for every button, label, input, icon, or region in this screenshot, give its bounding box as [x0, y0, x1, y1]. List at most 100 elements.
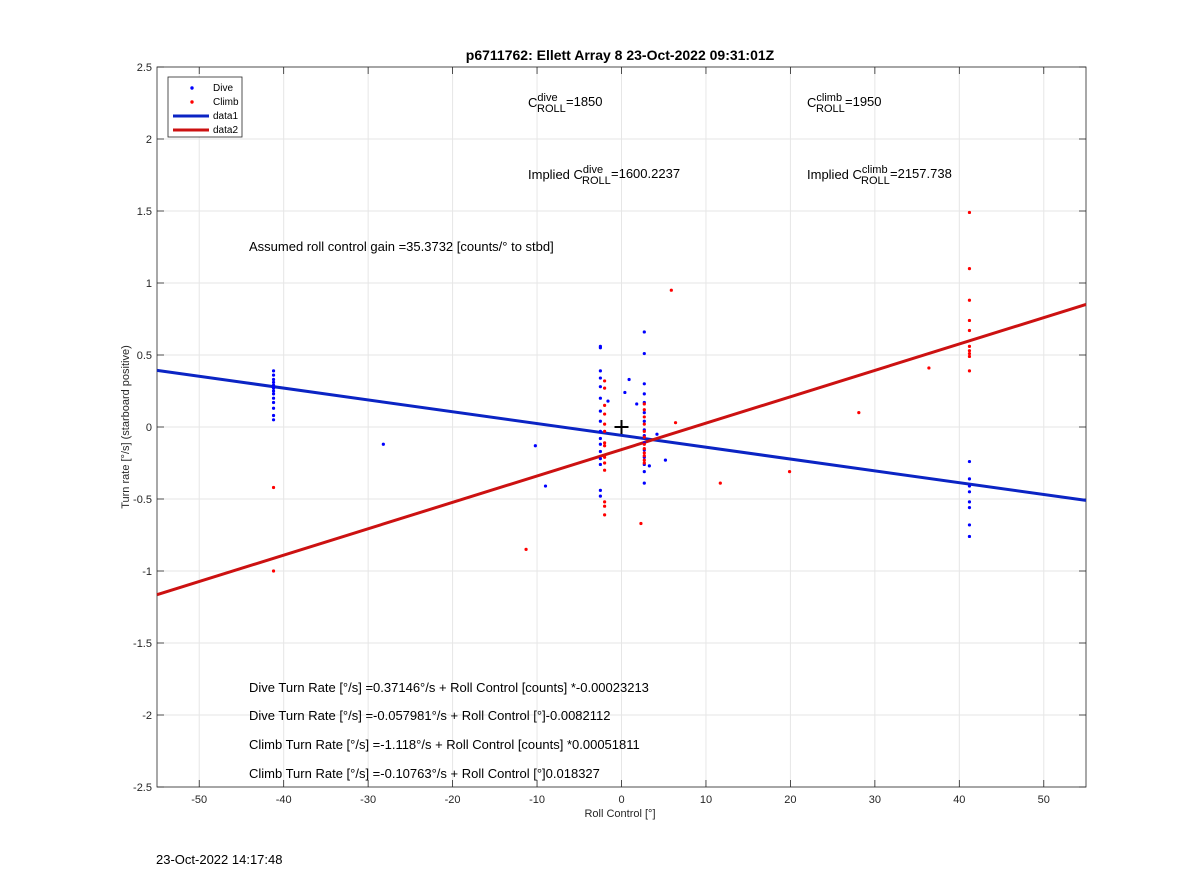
implied-dive-base: C — [574, 167, 583, 182]
dive-point — [598, 449, 602, 454]
dive-point — [271, 396, 276, 400]
y-tick-label: 2 — [146, 134, 152, 146]
climb-point — [603, 504, 607, 508]
dive-point — [967, 484, 972, 488]
dive-point — [271, 383, 276, 387]
climb-point — [857, 411, 861, 415]
dive-point — [642, 419, 646, 423]
y-tick-label: -0.5 — [133, 494, 152, 506]
climb-point — [603, 429, 607, 433]
climb-point — [603, 468, 607, 472]
c-climb-sup: climb — [816, 92, 842, 104]
climb-point — [603, 403, 607, 407]
x-tick-label: -50 — [191, 794, 207, 806]
implied-dive-prefix: Implied — [528, 167, 574, 182]
legend-data1-label: data1 — [213, 111, 238, 122]
implied-climb-sup: climb — [862, 164, 888, 176]
dive-point — [598, 419, 602, 423]
dive-point — [642, 481, 646, 485]
x-tick-label: -10 — [529, 794, 545, 806]
climb-point — [642, 408, 646, 412]
timestamp: 23-Oct-2022 14:17:48 — [156, 852, 282, 867]
c-dive-sup: dive — [537, 92, 557, 104]
implied-climb-base: C — [853, 167, 862, 182]
y-tick-label: -1.5 — [133, 638, 152, 650]
x-tick-label: -30 — [360, 794, 376, 806]
climb-point — [642, 458, 646, 462]
dive-point — [271, 418, 276, 422]
x-tick-label: 30 — [869, 794, 881, 806]
dive-point — [543, 484, 548, 488]
dive-point — [655, 432, 659, 436]
x-tick-label: 0 — [618, 794, 624, 806]
climb-point — [271, 569, 276, 573]
dive-point — [967, 500, 972, 504]
x-tick-label: 50 — [1038, 794, 1050, 806]
dive-point — [642, 470, 646, 474]
implied-dive-value: =1600.2237 — [611, 166, 680, 181]
dive-point — [642, 392, 646, 396]
y-tick-label: 1 — [146, 278, 152, 290]
c-climb-base: C — [807, 95, 816, 110]
climb-point — [603, 461, 607, 465]
climb-point — [603, 455, 607, 459]
c-dive-sub: ROLL — [537, 103, 566, 115]
climb-point — [642, 429, 646, 433]
climb-point — [967, 349, 972, 353]
climb-point — [967, 267, 972, 271]
climb-point — [967, 210, 972, 215]
dive-point — [967, 523, 972, 527]
y-tick-label: -2.5 — [133, 782, 152, 794]
y-tick-label: -2 — [142, 710, 152, 722]
y-tick-label: 2.5 — [137, 62, 152, 74]
dive-point — [271, 392, 276, 396]
y-tick-label: 0 — [146, 422, 152, 434]
climb-point — [787, 470, 792, 474]
x-axis-label: Roll Control [°] — [584, 808, 655, 820]
legend-climb-label: Climb — [213, 97, 239, 108]
dive-point — [598, 488, 602, 492]
c-climb-value: =1950 — [845, 94, 882, 109]
climb-point — [967, 369, 972, 373]
dive-point — [533, 444, 537, 448]
climb-point — [642, 402, 646, 406]
implied-dive-annotation: Implied Cdive ROLL =1600.2237 — [528, 164, 680, 187]
climb-point — [639, 521, 643, 526]
climb-point — [967, 354, 972, 359]
implied-climb-annotation: Implied Cclimb ROLL =2157.738 — [807, 164, 952, 187]
origin-marker — [614, 420, 629, 434]
axes-box — [156, 66, 1087, 788]
dive-point — [623, 390, 627, 395]
climb-point — [967, 328, 972, 333]
equation-dive-counts: Dive Turn Rate [°/s] =0.37146°/s + Roll … — [249, 680, 649, 695]
c-roll-dive-annotation: Cdive ROLL =1850 — [528, 92, 603, 115]
c-roll-climb-annotation: Cclimb ROLL =1950 — [807, 92, 882, 115]
chart-title: p6711762: Ellett Array 8 23-Oct-2022 09:… — [466, 47, 775, 63]
dive-point — [271, 406, 276, 410]
dive-point — [598, 457, 602, 461]
climb-point — [642, 454, 646, 458]
dive-point — [271, 400, 276, 405]
climb-point — [603, 422, 607, 426]
svg-text:Implied Cclimb: Implied Cclimb — [807, 164, 888, 182]
svg-text:Cclimb: Cclimb — [807, 92, 842, 110]
dive-point — [642, 382, 646, 386]
axes: -50 -40 -30 -20 -10 0 10 20 30 40 50-2.5-2-1.5-1-0… — [133, 62, 1087, 806]
c-dive-value: =1850 — [566, 94, 603, 109]
climb-point — [603, 513, 607, 517]
dive-point — [271, 413, 276, 418]
dive-point — [642, 351, 646, 356]
c-dive-base: C — [528, 95, 537, 110]
implied-climb-prefix: Implied — [807, 167, 853, 182]
y-tick-label: 1.5 — [137, 206, 152, 218]
dive-point — [598, 346, 602, 350]
climb-point — [967, 318, 972, 323]
fit-line-data1 — [156, 368, 1087, 502]
svg-text:Implied Cdive: Implied Cdive — [528, 164, 603, 182]
equation-dive-degrees: Dive Turn Rate [°/s] =-0.057981°/s + Rol… — [249, 708, 611, 723]
implied-dive-sub: ROLL — [582, 175, 611, 187]
dive-point — [271, 377, 276, 382]
climb-point — [642, 447, 646, 451]
equation-climb-degrees: Climb Turn Rate [°/s] =-0.10763°/s + Rol… — [249, 766, 600, 781]
dive-point — [598, 396, 602, 400]
